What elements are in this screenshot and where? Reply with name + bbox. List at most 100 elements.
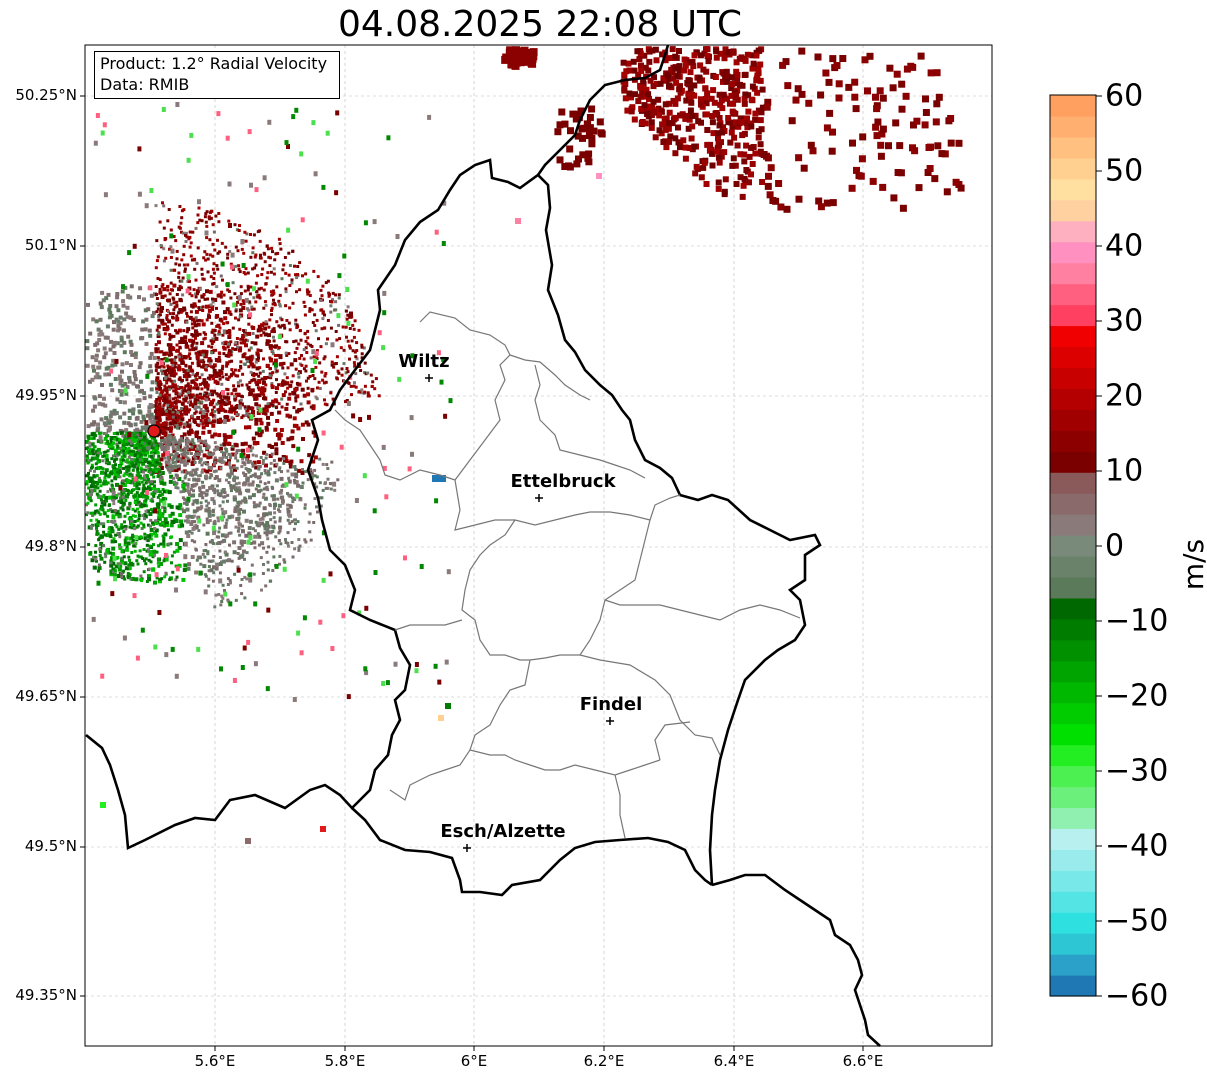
radar-echo-cell — [302, 348, 306, 352]
radar-echo-cell — [188, 230, 192, 234]
radar-echo-cell — [242, 540, 247, 544]
radar-echo-cell — [171, 360, 176, 364]
radar-echo-cell — [644, 111, 651, 117]
radar-echo-cell — [261, 462, 265, 465]
radar-echo-cell — [125, 314, 130, 319]
radar-echo-cell — [697, 52, 704, 59]
radar-echo-cell — [246, 469, 250, 473]
radar-echo-cell — [242, 271, 246, 274]
radar-echo-cell — [89, 484, 94, 489]
radar-echo-cell — [201, 305, 205, 309]
radar-echo-cell — [321, 378, 325, 382]
radar-echo-cell — [251, 267, 255, 271]
radar-echo-cell — [177, 275, 181, 279]
radar-echo-cell — [108, 534, 112, 538]
radar-echo-cell — [163, 440, 167, 444]
radar-echo-cell — [702, 85, 709, 92]
radar-echo-cell — [766, 191, 774, 199]
radar-echo-cell — [111, 514, 115, 518]
radar-echo-cell — [249, 542, 253, 545]
radar-echo-cell — [151, 499, 155, 503]
radar-echo-cell — [660, 76, 667, 83]
radar-echo-cell — [137, 502, 141, 506]
radar-echo-cell — [247, 129, 252, 135]
radar-echo-cell — [227, 459, 231, 464]
radar-echo-cell — [178, 352, 182, 356]
radar-echo-cell — [281, 324, 284, 328]
radar-echo-cell — [226, 441, 231, 446]
radar-echo-cell — [238, 346, 243, 351]
radar-echo-cell — [124, 566, 129, 571]
radar-echo-cell — [297, 342, 301, 346]
radar-echo-cell — [241, 499, 245, 503]
radar-echo-cell — [140, 480, 144, 484]
radar-echo-cell — [332, 365, 336, 369]
radar-echo-cell — [238, 555, 242, 558]
radar-echo-cell — [186, 489, 190, 492]
radar-echo-cell — [126, 460, 130, 464]
radar-echo-cell — [142, 396, 147, 401]
radar-echo-cell — [299, 459, 304, 464]
radar-echo-cell — [174, 396, 178, 400]
radar-echo-cell — [272, 291, 276, 295]
radar-echo-cell — [306, 478, 310, 482]
radar-echo-cell — [110, 529, 115, 534]
radar-echo-cell — [120, 481, 125, 486]
radar-echo-cell — [212, 571, 216, 575]
radar-echo-cell — [248, 312, 253, 318]
radar-echo-cell — [194, 398, 198, 402]
radar-echo-cell — [237, 486, 241, 490]
radar-echo-cell — [158, 278, 162, 282]
radar-echo-cell — [184, 240, 188, 243]
radar-echo-cell — [286, 544, 290, 548]
radar-echo-cell — [162, 365, 166, 369]
radar-echo-cell — [123, 514, 127, 518]
radar-echo-cell — [155, 418, 160, 422]
radar-echo-cell — [100, 534, 104, 539]
radar-echo-cell — [251, 453, 255, 457]
radar-echo-cell — [286, 492, 289, 495]
radar-echo-cell — [106, 514, 110, 518]
radar-echo-cell — [170, 511, 175, 516]
radar-echo-cell — [171, 408, 175, 412]
radar-echo-cell — [125, 305, 130, 310]
radar-echo-cell — [348, 313, 353, 319]
radar-echo-cell — [267, 469, 270, 473]
radar-echo-cell — [172, 308, 176, 312]
radar-echo-cell — [154, 343, 158, 347]
radar-echo-cell — [327, 294, 331, 298]
radar-echo-cell — [167, 490, 172, 495]
radar-echo-cell — [301, 437, 305, 441]
radar-echo-cell — [236, 374, 240, 378]
radar-echo-cell — [193, 540, 197, 544]
radar-echo-cell — [95, 509, 99, 513]
radar-echo-cell — [126, 511, 130, 515]
radar-echo-cell — [741, 158, 748, 165]
radar-echo-cell — [184, 389, 188, 393]
radar-echo-cell — [385, 680, 390, 686]
radar-echo-cell — [166, 456, 170, 460]
radar-echo-cell — [273, 471, 277, 475]
radar-echo-cell — [186, 471, 190, 475]
radar-echo-cell — [200, 350, 205, 355]
radar-echo-cell — [179, 410, 183, 414]
radar-echo-cell — [124, 465, 128, 469]
radar-echo-cell — [263, 531, 267, 535]
radar-echo-cell — [111, 520, 115, 524]
radar-echo-cell — [321, 284, 325, 288]
radar-echo-cell — [274, 362, 278, 368]
radar-echo-cell — [168, 513, 173, 518]
radar-echo-cell — [227, 335, 232, 339]
radar-echo-cell — [204, 549, 208, 552]
radar-echo-cell — [272, 555, 276, 559]
radar-echo-cell — [277, 334, 282, 340]
radar-echo-cell — [172, 369, 177, 374]
radar-echo-cell — [244, 239, 248, 243]
radar-echo-cell — [222, 293, 226, 297]
radar-echo-cell — [264, 282, 268, 286]
radar-echo-cell — [204, 304, 209, 309]
radar-echo-cell — [198, 474, 202, 478]
radar-echo-cell — [124, 311, 129, 316]
radar-echo-cell — [178, 378, 182, 382]
radar-echo-cell — [722, 46, 729, 53]
